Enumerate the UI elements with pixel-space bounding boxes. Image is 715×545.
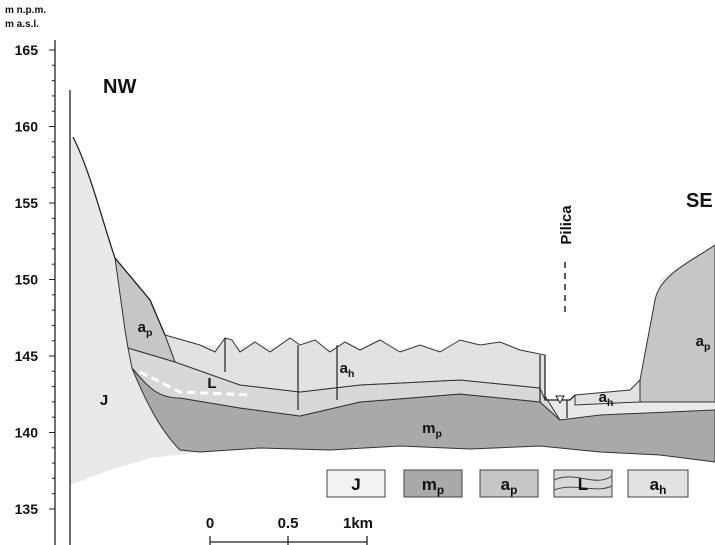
symbol-sub: p <box>704 341 710 353</box>
wells <box>224 338 568 418</box>
symbol-sub: h <box>607 397 613 409</box>
unit-symbol: ap <box>138 319 153 339</box>
legend-box <box>627 469 689 498</box>
unit-symbol: ap <box>501 475 518 497</box>
scale-label: 1km <box>343 515 373 532</box>
y-tick-label: 160 <box>15 119 39 135</box>
legend <box>326 469 689 498</box>
symbol-main: a <box>501 475 511 494</box>
symbol-sub: p <box>510 483 517 497</box>
unit-symbol: ah <box>340 360 355 380</box>
symbol-main: m <box>422 475 437 494</box>
y-tick-label: 135 <box>15 501 39 517</box>
symbol-main: a <box>340 360 349 377</box>
ragged-base <box>70 446 715 545</box>
symbol-main: J <box>100 392 108 409</box>
symbol-sub: p <box>435 428 441 440</box>
legend-box <box>403 469 463 498</box>
symbol-main: a <box>696 333 705 350</box>
unit-label: m a.s.l. <box>5 19 39 30</box>
symbol-main: L <box>578 475 588 494</box>
symbol-sub: p <box>146 327 152 339</box>
scale-label: 0.5 <box>278 515 299 532</box>
y-tick-label: 165 <box>15 42 39 58</box>
unit-symbol: J <box>100 392 108 409</box>
symbol-main: a <box>650 475 660 494</box>
y-tick-label: 150 <box>15 272 39 288</box>
l-dash <box>139 370 251 397</box>
unit-symbol: L <box>578 475 588 494</box>
unit-symbol: ah <box>650 475 667 497</box>
symbol-main: J <box>351 475 360 494</box>
unit-symbol: ah <box>599 389 614 409</box>
unit-ah <box>164 334 546 401</box>
water-mark <box>555 395 565 405</box>
legend-box <box>553 469 613 498</box>
symbol-sub: h <box>659 483 666 497</box>
unit-symbol: mp <box>422 475 444 497</box>
y-tick-label: 145 <box>15 348 39 364</box>
unit-symbol: mp <box>422 420 442 440</box>
unit-symbol: ap <box>696 333 711 353</box>
symbol-main: a <box>599 389 608 406</box>
unit-ap-right <box>639 244 715 403</box>
direction: NW <box>103 76 136 98</box>
unit-symbol: J <box>351 475 360 494</box>
symbol-sub: p <box>437 483 444 497</box>
legend-box <box>326 469 386 498</box>
legend-box <box>479 469 539 498</box>
symbol-main: L <box>207 375 216 392</box>
symbol-main: a <box>138 319 147 336</box>
symbol-main: m <box>422 420 435 437</box>
scale-label: 0 <box>206 515 214 532</box>
surface <box>72 136 576 401</box>
unit-symbol: L <box>207 375 216 392</box>
river-name: Pilica <box>558 205 575 245</box>
y-tick-label: 140 <box>15 425 39 441</box>
scale-bar <box>209 536 368 545</box>
legend-lines <box>553 475 613 491</box>
direction: SE <box>686 190 713 212</box>
unit-label: m n.p.m. <box>5 5 46 16</box>
symbol-sub: h <box>348 368 354 380</box>
y-tick-label: 155 <box>15 195 39 211</box>
